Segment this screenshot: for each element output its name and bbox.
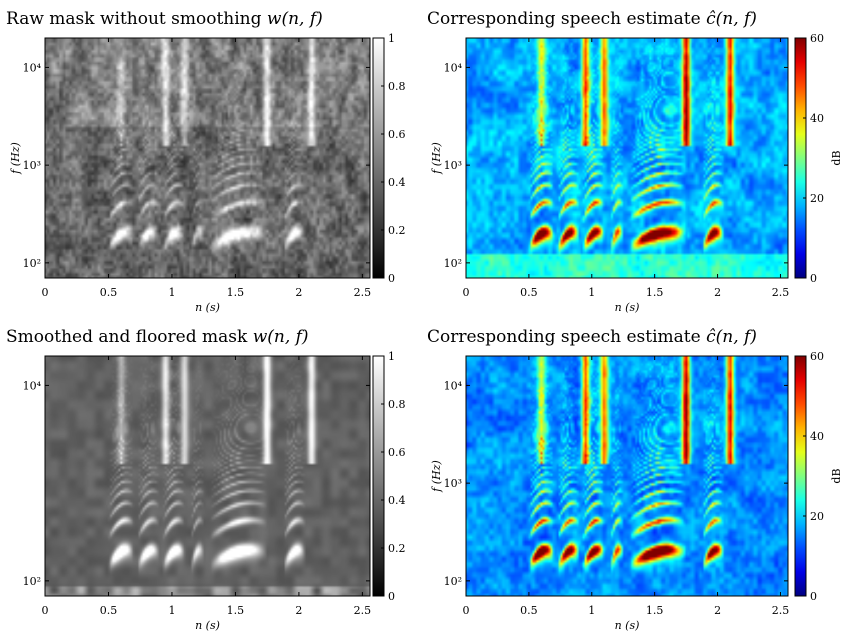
colorbar-label: dB <box>830 468 843 483</box>
panel-title: Corresponding speech estimate ĉ(n, f) <box>427 9 757 29</box>
title-text: Corresponding speech estimate <box>427 9 706 29</box>
x-tick-label: 2 <box>295 604 302 617</box>
panel-title: Corresponding speech estimate ĉ(n, f) <box>427 327 757 347</box>
title-math: w(n, f) <box>253 327 309 347</box>
panel-4: 0 0.5 1 1.5 2 2.5 10² 10³ 10⁴ n (s) f (Hz) Correspo… <box>427 327 843 632</box>
panel-title: Smoothed and floored mask w(n, f) <box>6 327 309 347</box>
plot-frame <box>465 355 789 597</box>
colorbar-label: dB <box>830 150 843 165</box>
x-tick-label: 1.5 <box>646 604 664 617</box>
colorbar-tick-label: 40 <box>810 112 824 125</box>
panel-title: Raw mask without smoothing w(n, f) <box>6 9 323 29</box>
colorbar <box>372 37 385 279</box>
panel-2: 0 0.5 1 1.5 2 2.5 10² 10³ 10⁴ n (s) f (Hz) Correspo… <box>427 9 843 314</box>
colorbar-tick-label: 1 <box>388 350 395 363</box>
y-tick-label: 10² <box>23 257 41 270</box>
y-axis-label: f (Hz) <box>430 460 443 493</box>
y-tick-label: 10³ <box>23 159 41 172</box>
y-tick-label: 10⁴ <box>444 61 463 74</box>
colorbar-tick-label: 0.2 <box>388 224 406 237</box>
colorbar-tick-label: 0 <box>388 590 395 603</box>
colorbar-tick-label: 0.2 <box>388 542 406 555</box>
colorbar-tick-label: 0 <box>810 272 817 285</box>
y-tick-label: 10³ <box>444 159 462 172</box>
title-text: Raw mask without smoothing <box>6 9 267 29</box>
plot-frame <box>465 37 789 279</box>
y-tick-label: 10² <box>444 575 462 588</box>
y-tick-label: 10⁴ <box>444 379 463 392</box>
colorbar-tick-label: 0.8 <box>388 80 406 93</box>
y-axis-label: f (Hz) <box>9 142 22 175</box>
y-tick-label: 10⁴ <box>23 61 42 74</box>
x-tick-label: 1 <box>588 286 595 299</box>
x-tick-label: 1 <box>588 604 595 617</box>
x-tick-label: 1 <box>168 286 175 299</box>
x-axis-label: n (s) <box>615 619 640 632</box>
x-tick-label: 2 <box>295 286 302 299</box>
colorbar <box>372 355 385 597</box>
y-tick-label: 10⁴ <box>23 379 42 392</box>
colorbar-tick-label: 60 <box>810 32 824 45</box>
heatmap-image <box>466 38 788 278</box>
heatmap-image <box>466 356 788 596</box>
y-tick-label: 10² <box>444 257 462 270</box>
y-tick-label: 10² <box>23 575 41 588</box>
title-math: w(n, f) <box>267 9 323 29</box>
x-tick-label: 2.5 <box>354 286 372 299</box>
colorbar-tick-label: 0.6 <box>388 446 406 459</box>
x-tick-label: 2.5 <box>772 286 790 299</box>
colorbar <box>794 355 807 597</box>
plot-frame <box>44 37 371 279</box>
colorbar-tick-label: 1 <box>388 32 395 45</box>
x-tick-label: 0 <box>463 604 470 617</box>
colorbar-tick-label: 0.4 <box>388 494 406 507</box>
x-tick-label: 0.5 <box>520 286 538 299</box>
x-tick-label: 2.5 <box>772 604 790 617</box>
x-axis-label: n (s) <box>195 301 220 314</box>
x-tick-label: 1 <box>168 604 175 617</box>
colorbar-tick-label: 0 <box>810 590 817 603</box>
x-axis-label: n (s) <box>195 619 220 632</box>
colorbar-tick-label: 0.8 <box>388 398 406 411</box>
x-tick-label: 0 <box>42 286 49 299</box>
title-text: Corresponding speech estimate <box>427 327 706 347</box>
x-tick-label: 2.5 <box>354 604 372 617</box>
x-tick-label: 0 <box>42 604 49 617</box>
title-math: ĉ(n, f) <box>706 327 757 347</box>
colorbar-tick-label: 0.4 <box>388 176 406 189</box>
y-tick-label: 10³ <box>444 477 462 490</box>
y-axis-label: f (Hz) <box>430 142 443 175</box>
x-tick-label: 2 <box>714 286 721 299</box>
colorbar-tick-label: 20 <box>810 510 824 523</box>
x-tick-label: 1.5 <box>227 604 245 617</box>
colorbar-tick-label: 60 <box>810 350 824 363</box>
x-tick-label: 0.5 <box>520 604 538 617</box>
colorbar-tick-label: 0 <box>388 272 395 285</box>
colorbar <box>794 37 807 279</box>
title-math: ĉ(n, f) <box>706 9 757 29</box>
x-tick-label: 2 <box>714 604 721 617</box>
plot-frame <box>44 355 371 597</box>
x-tick-label: 1.5 <box>646 286 664 299</box>
colorbar-tick-label: 20 <box>810 192 824 205</box>
x-tick-label: 1.5 <box>227 286 245 299</box>
x-axis-label: n (s) <box>615 301 640 314</box>
x-tick-label: 0 <box>463 286 470 299</box>
x-tick-label: 0.5 <box>100 286 118 299</box>
colorbar-tick-label: 40 <box>810 430 824 443</box>
x-tick-label: 0.5 <box>100 604 118 617</box>
title-text: Smoothed and floored mask <box>6 327 253 347</box>
panel-1: 0 0.5 1 1.5 2 2.5 10² 10³ 10⁴ n (s) f (Hz) Raw mask… <box>6 9 406 314</box>
panel-3: 0 0.5 1 1.5 2 2.5 10² 10⁴ n (s) Smoothed and floo… <box>6 327 406 632</box>
colorbar-tick-label: 0.6 <box>388 128 406 141</box>
heatmap-image <box>45 356 370 596</box>
heatmap-image <box>45 38 370 278</box>
